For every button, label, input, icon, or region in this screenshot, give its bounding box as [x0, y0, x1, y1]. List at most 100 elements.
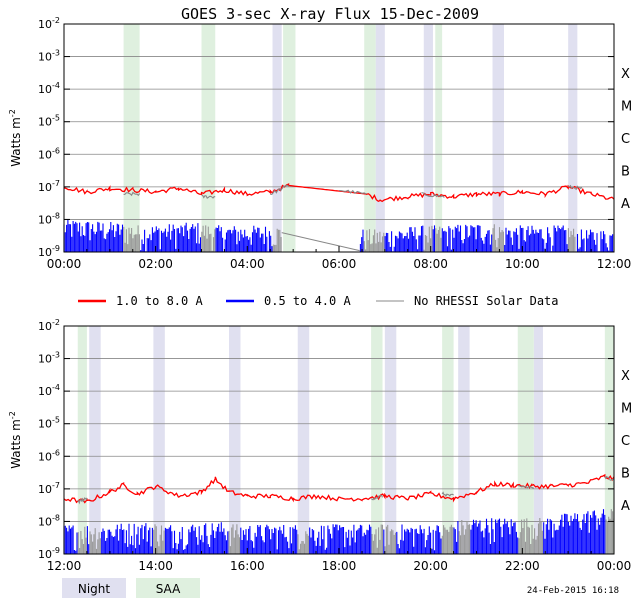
plot-frame [63, 23, 615, 253]
saa-band [364, 24, 376, 252]
night-band [297, 326, 310, 554]
y-tick-label: 10-6 [38, 146, 60, 161]
saa-bands [77, 326, 614, 554]
flare-class-b: B [621, 467, 630, 482]
chart-title: GOES 3-sec X-ray Flux 15-Dec-2009 [181, 5, 479, 23]
x-tick-label: 06:00 [322, 257, 357, 271]
x-axis-ticks: 00:00 02:00 04:00 06:00 08:00 10:00 12:00 [47, 246, 631, 271]
soft-gap-line [281, 232, 360, 252]
saa-band [201, 24, 216, 252]
no-data-trace [421, 192, 445, 198]
y-axis-label-exponent: -2 [8, 411, 17, 419]
y-axis-ticks: 10-9 10-8 10-7 10-6 10-5 10-4 10-3 10-2 [38, 16, 614, 259]
no-data-trace [604, 475, 615, 481]
y-tick-label: 10-7 [38, 481, 60, 496]
no-data-trace [517, 485, 534, 489]
y-axis-label-text: Watts m [9, 117, 23, 167]
y-tick-label: 10-9 [38, 546, 60, 561]
y-tick-label: 10-4 [38, 81, 60, 96]
y-tick-label: 10-3 [38, 351, 60, 366]
y-tick-label: 10-4 [38, 383, 60, 398]
saa-band [604, 326, 614, 554]
no-data-trace [567, 184, 583, 191]
no-data-trace [270, 184, 289, 196]
y-tick-label: 10-2 [38, 16, 60, 31]
y-axis-label: Watts m-2 [8, 411, 23, 469]
legend: 1.0 to 8.0 A 0.5 to 4.0 A No RHESSI Sola… [78, 294, 559, 308]
legend-entry-hard: 1.0 to 8.0 A [116, 294, 203, 308]
night-band [568, 24, 578, 252]
x-tick-label: 00:00 [597, 559, 632, 573]
night-label: Night [78, 582, 111, 596]
saa-label: SAA [156, 582, 181, 596]
y-axis-label-text: Watts m [9, 419, 23, 469]
saa-band [123, 24, 140, 252]
night-bands [272, 24, 578, 252]
gridlines [64, 358, 614, 522]
saa-band [442, 326, 454, 554]
x-tick-label: 22:00 [505, 559, 540, 573]
flare-class-x: X [621, 369, 630, 384]
y-tick-label: 10-3 [38, 49, 60, 64]
flare-class-m: M [621, 401, 632, 416]
saa-band [77, 326, 87, 554]
x-tick-label: 04:00 [230, 257, 265, 271]
y-tick-label: 10-2 [38, 318, 60, 333]
x-tick-label: 20:00 [413, 559, 448, 573]
flare-class-a: A [621, 499, 630, 514]
night-band [458, 326, 470, 554]
night-band [153, 326, 165, 554]
no-data-trace [441, 491, 454, 498]
x-tick-label: 10:00 [505, 257, 540, 271]
no-data-trace [201, 194, 216, 199]
night-band [375, 24, 385, 252]
hard-flux-series [63, 183, 615, 203]
soft-flux-spikes [63, 509, 615, 554]
x-tick-label: 02:00 [138, 257, 173, 271]
no-data-trace [338, 189, 367, 195]
legend-entry-no-data: No RHESSI Solar Data [414, 294, 559, 308]
no-data-trace [123, 191, 141, 197]
saa-band [517, 326, 534, 554]
saa-bands [123, 24, 443, 252]
night-band [533, 326, 543, 554]
flare-class-a: A [621, 197, 630, 212]
night-band [89, 326, 101, 554]
flare-class-c: C [621, 434, 630, 449]
flare-class-labels: X M C B A [621, 67, 632, 212]
saa-band [371, 326, 383, 554]
y-tick-label: 10-7 [38, 179, 60, 194]
y-axis-label-exponent: -2 [8, 109, 17, 117]
flare-class-labels: X M C B A [621, 369, 632, 514]
hard-flux-traces [63, 473, 615, 505]
x-tick-label: 16:00 [230, 559, 265, 573]
night-band [272, 24, 282, 252]
y-tick-label: 10-5 [38, 416, 60, 431]
night-band [492, 24, 504, 252]
flare-class-b: B [621, 165, 630, 180]
saa-band [283, 24, 296, 252]
top-panel: 10-9 10-8 10-7 10-6 10-5 10-4 10-3 10-2 00:00 02… [8, 16, 632, 271]
band-legend: Night SAA [62, 578, 200, 598]
y-tick-label: 10-8 [38, 513, 60, 528]
no-data-trace [77, 497, 88, 505]
flare-class-x: X [621, 67, 630, 82]
x-axis-ticks: 12:00 14:00 16:00 18:00 20:00 22:00 00:00 [47, 548, 632, 573]
saa-swatch [136, 578, 200, 598]
y-axis-ticks: 10-9 10-8 10-7 10-6 10-5 10-4 10-3 10-2 [38, 318, 614, 561]
bottom-panel: 10-9 10-8 10-7 10-6 10-5 10-4 10-3 10-2 12:00 14… [8, 318, 632, 573]
x-tick-label: 00:00 [47, 257, 82, 271]
y-tick-label: 10-5 [38, 114, 60, 129]
night-bands [89, 326, 543, 554]
legend-entry-soft: 0.5 to 4.0 A [264, 294, 351, 308]
night-swatch [62, 578, 126, 598]
y-tick-label: 10-9 [38, 244, 60, 259]
x-tick-label: 14:00 [138, 559, 173, 573]
night-band [423, 24, 433, 252]
x-tick-label: 12:00 [47, 559, 82, 573]
generated-timestamp: 24-Feb-2015 16:18 [527, 586, 619, 596]
flare-class-m: M [621, 99, 632, 114]
x-tick-label: 08:00 [413, 257, 448, 271]
no-data-trace [370, 494, 384, 501]
